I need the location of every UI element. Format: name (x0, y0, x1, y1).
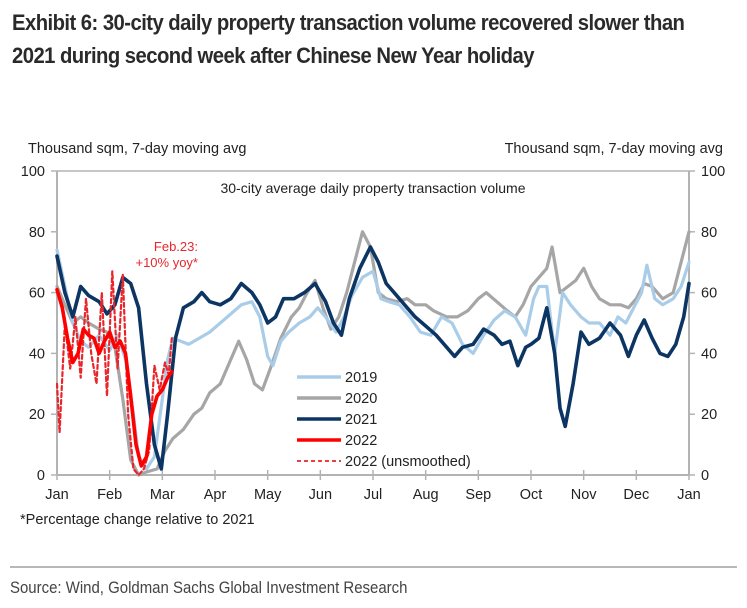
x-tick-label: May (254, 487, 282, 503)
y-tick-label-left: 40 (29, 346, 45, 362)
legend-label: 2019 (345, 370, 377, 386)
legend-label: 2022 (345, 433, 377, 449)
source-note: Source: Wind, Goldman Sachs Global Inves… (10, 578, 408, 597)
y-tick-label-left: 0 (37, 468, 45, 484)
x-tick-label: Jul (364, 487, 383, 503)
x-tick-label: Aug (413, 487, 439, 503)
series-line-2019 (55, 248, 691, 471)
y-tick-label-left: 100 (21, 164, 45, 180)
series-line-2020 (55, 230, 691, 477)
y-tick-label-left: 60 (29, 286, 45, 302)
annotation-line-1: Feb.23: (154, 239, 198, 254)
legend-item: 2021 (297, 412, 377, 428)
x-tick-label: Nov (571, 487, 598, 503)
x-tick-label: Jan (677, 487, 700, 503)
exhibit-title: Exhibit 6: 30-city daily property transa… (12, 10, 685, 68)
x-tick-label: Dec (623, 487, 649, 503)
x-tick-label: Sep (465, 487, 491, 503)
y-tick-label-right: 40 (701, 346, 717, 362)
legend-label: 2021 (345, 412, 377, 428)
axes: 0 20 40 60 80 100 0 20 40 60 80 100 Jan Feb Mar Apr May J… (21, 164, 725, 503)
legend-item: 2020 (297, 391, 377, 407)
annotation: Feb.23: +10% yoy* (135, 239, 198, 270)
x-tick-label: Oct (520, 487, 543, 503)
y-tick-label-right: 100 (701, 164, 725, 180)
x-tick-label: Mar (150, 487, 175, 503)
y-tick-label-right: 20 (701, 407, 717, 423)
series-line-2022 (55, 287, 174, 468)
legend-label: 2020 (345, 391, 377, 407)
y-tick-label-left: 20 (29, 407, 45, 423)
series-line-2022-unsmoothed (55, 270, 173, 477)
series-layer (55, 230, 691, 477)
y-tick-label-right: 0 (701, 468, 709, 484)
series-line-2021 (55, 245, 691, 471)
x-tick-label: Jan (45, 487, 68, 503)
chart-subtitle: 30-city average daily property transacti… (220, 180, 525, 196)
y-tick-label-left: 80 (29, 225, 45, 241)
y-tick-label-right: 60 (701, 286, 717, 302)
legend-label: 2022 (unsmoothed) (345, 454, 471, 470)
legend-item: 2022 (297, 433, 377, 449)
x-tick-label: Apr (204, 487, 227, 503)
y-axis-label-left: Thousand sqm, 7-day moving avg (28, 141, 247, 157)
legend-item: 2022 (unsmoothed) (297, 454, 471, 470)
footnote: *Percentage change relative to 2021 (20, 512, 255, 528)
legend-item: 2019 (297, 370, 377, 386)
x-tick-label: Jun (309, 487, 332, 503)
legend: 2019 2020 2021 2022 2022 (unsmoothed) (297, 370, 471, 470)
y-tick-label-right: 80 (701, 225, 717, 241)
y-axis-label-right: Thousand sqm, 7-day moving avg (504, 141, 723, 157)
annotation-line-2: +10% yoy* (135, 255, 198, 270)
x-tick-label: Feb (97, 487, 122, 503)
divider (10, 566, 737, 568)
